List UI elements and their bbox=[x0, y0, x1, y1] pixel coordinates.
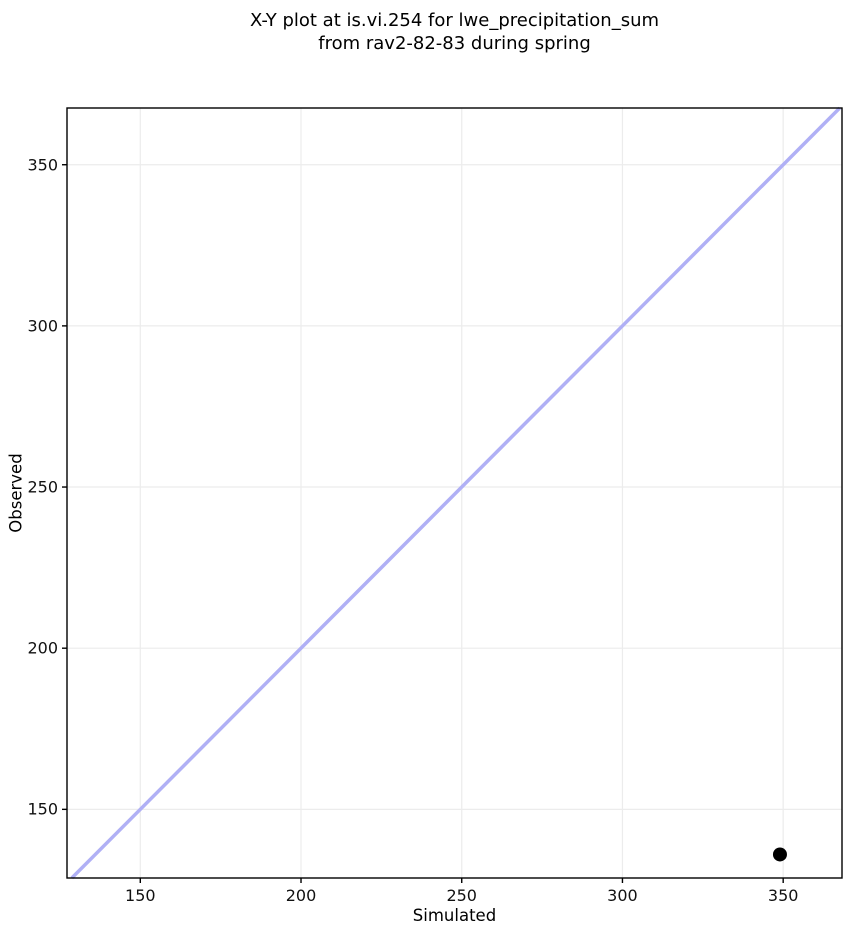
x-tick-label: 150 bbox=[125, 886, 156, 905]
x-tick-label: 350 bbox=[767, 886, 799, 905]
y-axis-label: Observed bbox=[6, 453, 26, 533]
identity-line bbox=[70, 106, 841, 880]
y-tick-label: 250 bbox=[27, 477, 58, 497]
y-tick-label: 350 bbox=[27, 155, 58, 175]
plot-border bbox=[66, 107, 843, 879]
y-tick-label: 200 bbox=[27, 638, 58, 658]
chart-title: X-Y plot at is.vi.254 for lwe_precipitat… bbox=[249, 10, 660, 54]
x-axis-label: Simulated bbox=[412, 906, 497, 925]
data-point bbox=[772, 847, 787, 862]
x-tick-label: 250 bbox=[446, 886, 477, 905]
y-tick-label: 150 bbox=[27, 799, 58, 819]
y-tick-label: 300 bbox=[27, 316, 58, 336]
x-tick-label: 300 bbox=[607, 886, 638, 905]
x-tick-label: 200 bbox=[285, 886, 317, 905]
